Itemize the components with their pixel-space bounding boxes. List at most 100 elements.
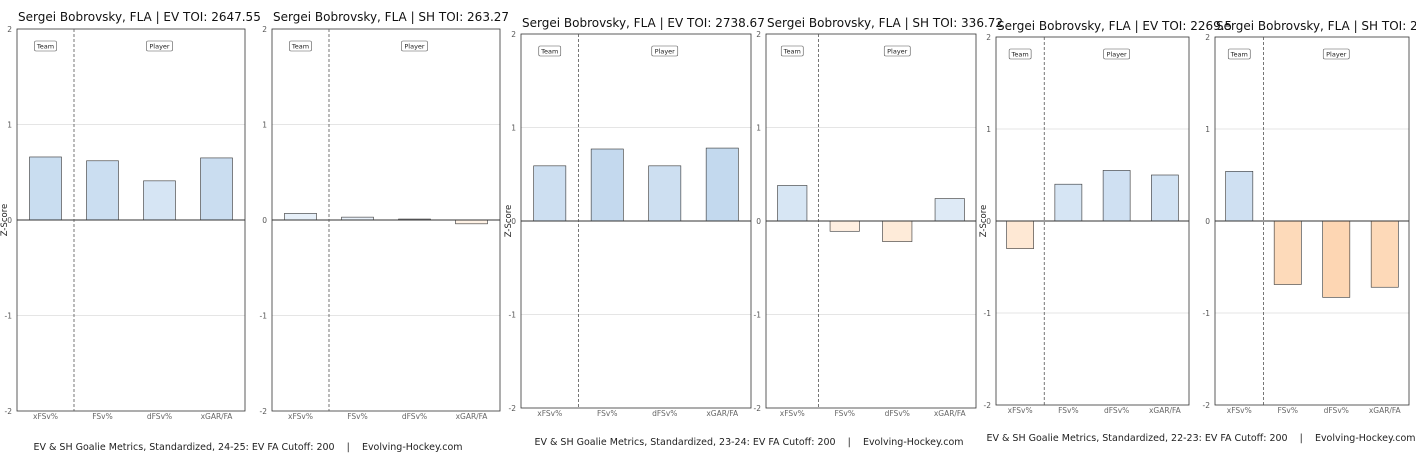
- y-tick-label: -2: [5, 407, 13, 416]
- chart-title: Sergei Bobrovsky, FLA | EV TOI: 2269.5: [997, 19, 1232, 33]
- chart-title: Sergei Bobrovsky, FLA | EV TOI: 2647.55: [18, 10, 261, 24]
- x-tick-label: xFSv%: [33, 412, 58, 421]
- x-tick-label: dFSv%: [147, 412, 172, 421]
- caption: EV & SH Goalie Metrics, Standardized, 22…: [986, 433, 1415, 444]
- bar-xfsv: [1006, 220, 1034, 249]
- y-tick-label: -1: [260, 312, 268, 321]
- x-tick-label: xGAR/FA: [706, 409, 739, 418]
- y-tick-label: 1: [756, 124, 761, 133]
- team-tag-box: [289, 40, 312, 52]
- bar-dfsv: [648, 165, 682, 222]
- player-tag-box: [651, 45, 679, 57]
- y-tick-label: -1: [1203, 309, 1211, 318]
- chart-title: Sergei Bobrovsky, FLA | SH TOI: 336.72: [767, 16, 1003, 30]
- team-tag-box: [1008, 48, 1032, 60]
- caption: EV & SH Goalie Metrics, Standardized, 23…: [534, 437, 963, 448]
- bar-dfsv: [1322, 220, 1351, 298]
- x-tick-label: dFSv%: [885, 409, 910, 418]
- chart-title: Sergei Bobrovsky, FLA | SH TOI: 263.27: [273, 10, 509, 24]
- bar-xgarfa: [455, 219, 488, 225]
- y-tick-label: -2: [260, 407, 268, 416]
- team-tag: Team: [783, 48, 801, 56]
- bar-xfsv: [284, 213, 317, 221]
- team-tag: Team: [1011, 51, 1029, 59]
- y-tick-label: 0: [1205, 217, 1210, 226]
- x-tick-label: xFSv%: [288, 412, 313, 421]
- x-tick-label: FSv%: [1058, 406, 1079, 415]
- x-tick-label: FSv%: [1277, 406, 1298, 415]
- bar-fsv: [1273, 220, 1302, 285]
- y-tick-label: -1: [5, 312, 13, 321]
- x-tick-label: FSv%: [597, 409, 618, 418]
- y-tick-label: 0: [756, 217, 761, 226]
- player-tag: Player: [149, 43, 170, 51]
- y-tick-label: 2: [1205, 33, 1210, 42]
- player-tag-box: [883, 45, 911, 57]
- bar-fsv: [86, 160, 119, 221]
- team-tag: Team: [291, 43, 309, 51]
- x-tick-label: xGAR/FA: [1369, 406, 1402, 415]
- player-tag: Player: [655, 48, 676, 56]
- chart-title: Sergei Bobrovsky, FLA | SH TOI: 271.7: [1216, 19, 1416, 33]
- y-tick-label: 0: [7, 216, 12, 225]
- bar-dfsv: [1102, 170, 1131, 222]
- y-tick-label: -2: [984, 401, 992, 410]
- x-tick-label: dFSv%: [1104, 406, 1129, 415]
- y-tick-label: 1: [7, 121, 12, 130]
- bar-xfsv: [29, 156, 62, 221]
- x-tick-label: xFSv%: [537, 409, 562, 418]
- player-tag: Player: [404, 43, 425, 51]
- bar-dfsv: [882, 220, 913, 242]
- bar-xgarfa: [1151, 174, 1179, 222]
- player-tag: Player: [1326, 51, 1347, 59]
- bar-xfsv: [533, 165, 567, 222]
- y-tick-label: -2: [1203, 401, 1211, 410]
- y-tick-label: 1: [511, 124, 516, 133]
- player-tag-box: [1322, 48, 1350, 60]
- bar-xfsv: [1225, 171, 1254, 222]
- y-axis-label: Z-Score: [504, 205, 514, 238]
- chart-title: Sergei Bobrovsky, FLA | EV TOI: 2738.67: [522, 16, 765, 30]
- x-tick-label: xGAR/FA: [456, 412, 489, 421]
- bar-xgarfa: [705, 147, 739, 222]
- player-tag: Player: [1107, 51, 1128, 59]
- team-tag-box: [538, 45, 562, 57]
- player-tag-box: [401, 40, 428, 52]
- y-tick-label: 0: [986, 217, 991, 226]
- y-tick-label: 2: [511, 30, 516, 39]
- team-tag: Team: [1230, 51, 1248, 59]
- y-tick-label: 2: [7, 25, 12, 34]
- team-tag-box: [1227, 48, 1251, 60]
- y-tick-label: 0: [262, 216, 267, 225]
- x-tick-label: dFSv%: [1324, 406, 1349, 415]
- x-tick-label: dFSv%: [402, 412, 427, 421]
- y-tick-label: 1: [1205, 125, 1210, 134]
- bar-xgarfa: [1370, 220, 1399, 288]
- x-tick-label: dFSv%: [652, 409, 677, 418]
- bar-fsv: [590, 148, 624, 222]
- y-tick-label: 1: [262, 121, 267, 130]
- y-tick-label: -2: [509, 404, 517, 413]
- bar-fsv: [1054, 183, 1083, 222]
- bar-xfsv: [777, 185, 808, 222]
- y-tick-label: -2: [754, 404, 762, 413]
- player-tag: Player: [887, 48, 908, 56]
- bar-dfsv: [143, 180, 176, 221]
- x-tick-label: xGAR/FA: [1149, 406, 1182, 415]
- caption: EV & SH Goalie Metrics, Standardized, 24…: [33, 442, 462, 453]
- y-tick-label: -1: [509, 311, 517, 320]
- y-tick-label: -1: [754, 311, 762, 320]
- x-tick-label: FSv%: [347, 412, 368, 421]
- x-tick-label: xFSv%: [1008, 406, 1033, 415]
- y-tick-label: 2: [986, 33, 991, 42]
- player-tag-box: [1103, 48, 1130, 60]
- y-tick-label: 0: [511, 217, 516, 226]
- y-tick-label: 2: [262, 25, 267, 34]
- bar-xgarfa: [934, 198, 965, 222]
- bar-fsv: [829, 220, 860, 232]
- y-axis-label: Z-Score: [0, 204, 10, 237]
- x-tick-label: xFSv%: [1227, 406, 1252, 415]
- team-tag-box: [34, 40, 57, 52]
- y-tick-label: 2: [756, 30, 761, 39]
